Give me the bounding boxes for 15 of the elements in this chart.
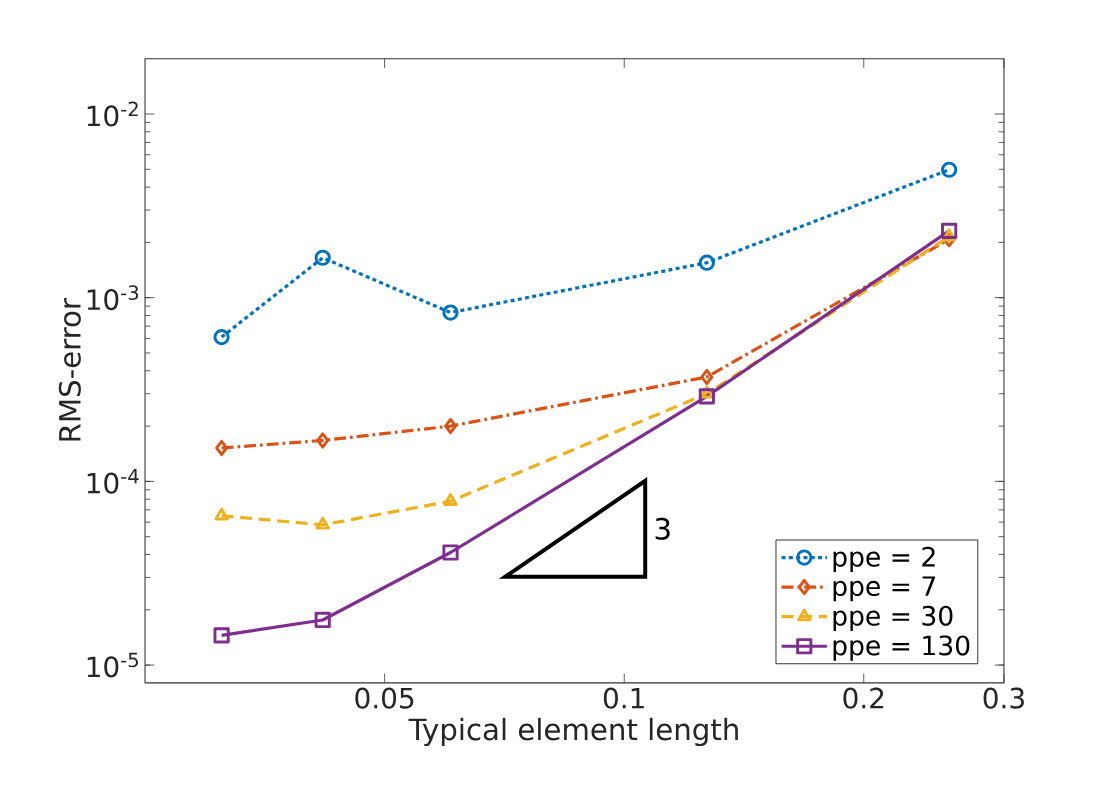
x-tick-label: 0.1 xyxy=(603,687,644,709)
x-tick-label: 0.3 xyxy=(983,687,1024,709)
x-axis-title: Typical element length xyxy=(408,717,738,747)
annotation: 3 xyxy=(655,517,670,540)
legend-label: ppe = 130 xyxy=(833,635,970,661)
legend-label: ppe = 2 xyxy=(833,546,935,572)
legend-label: ppe = 7 xyxy=(833,576,936,602)
y-tick-label: 10$^{-4}$ xyxy=(87,469,139,494)
x-tick-label: 0.05 xyxy=(355,687,414,709)
y-tick-label: 10$^{-2}$ xyxy=(87,101,138,127)
y-tick-label: 10$^{-5}$ xyxy=(87,652,138,678)
legend-label: ppe = 30 xyxy=(833,605,953,631)
x-tick-label: 0.2 xyxy=(843,687,884,709)
y-tick-label: 10$^{-3}$ xyxy=(87,285,139,311)
y-axis-title: RMS-error xyxy=(58,298,81,441)
